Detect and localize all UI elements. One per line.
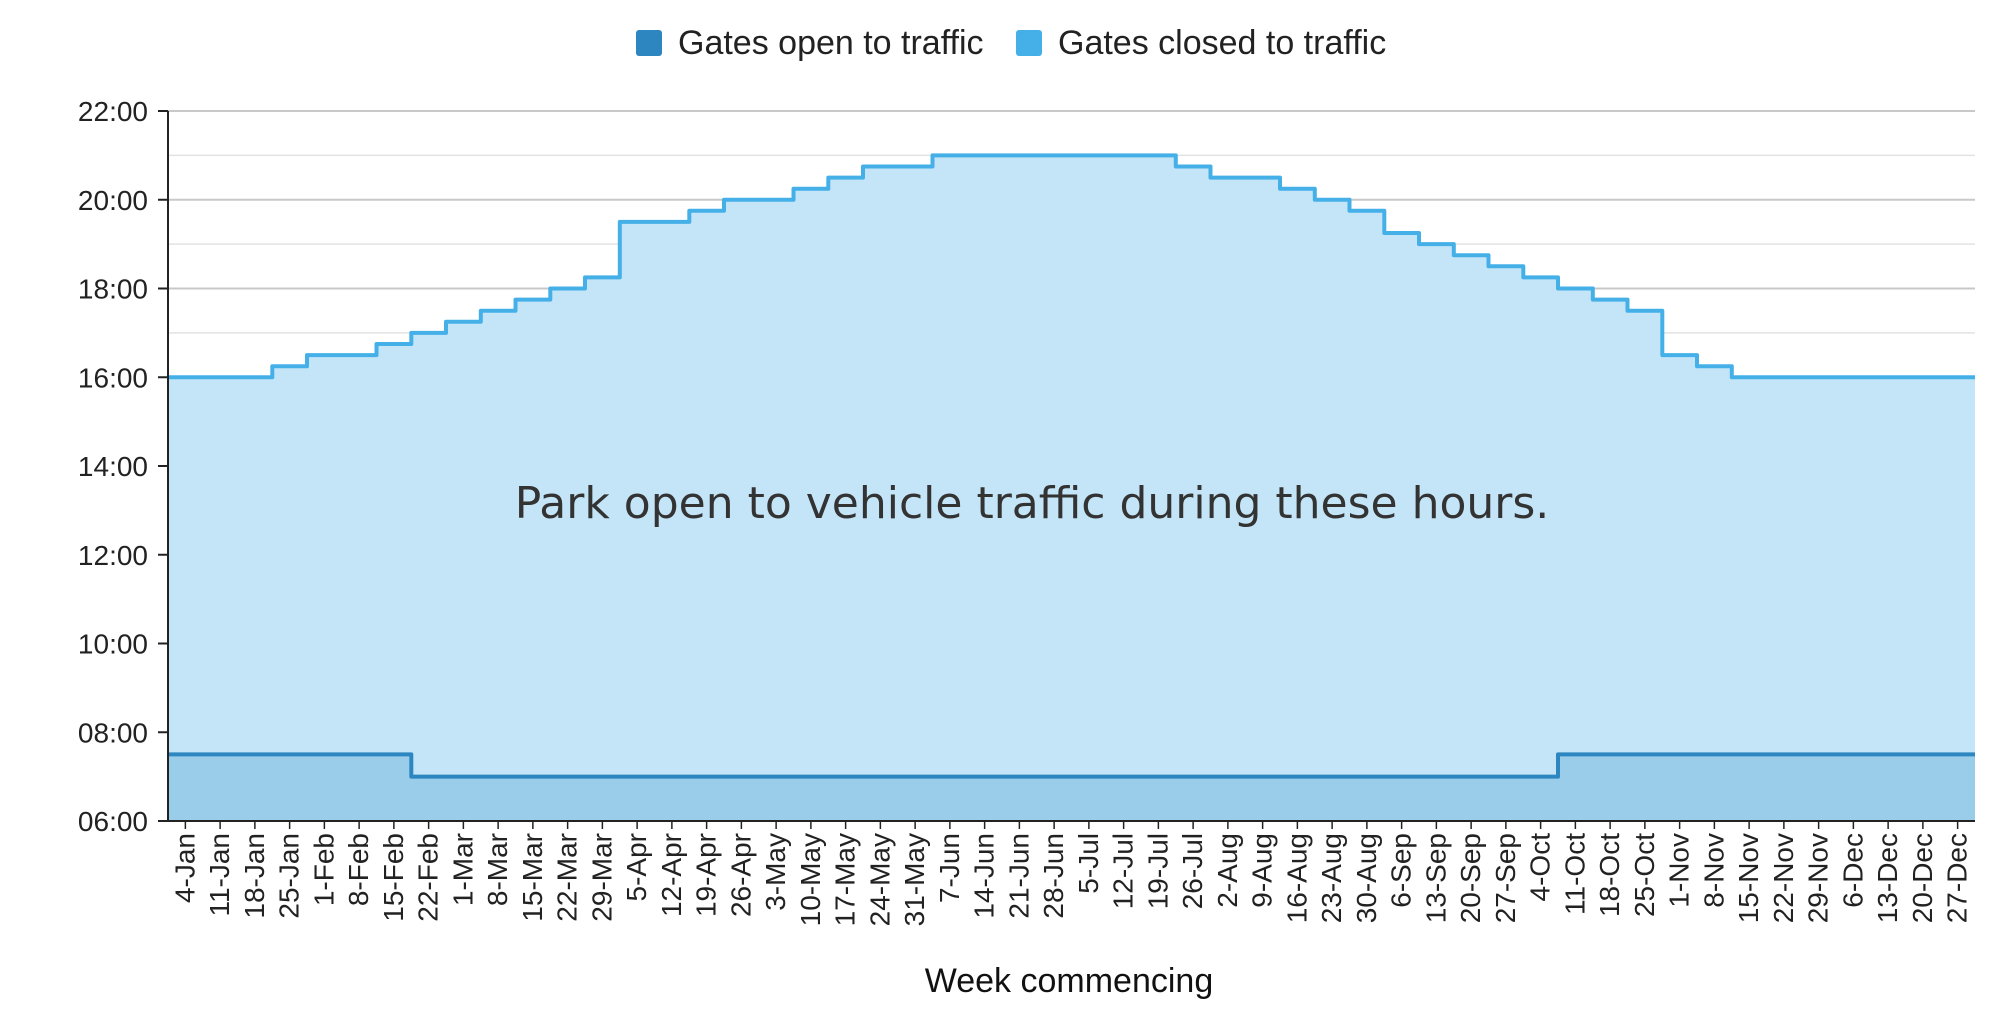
x-tick-label: 6-Dec [1837, 833, 1868, 908]
x-tick-label: 1-Feb [308, 833, 339, 906]
x-tick-label: 8-Mar [482, 833, 513, 906]
x-tick-label: 27-Dec [1942, 833, 1973, 923]
x-tick-label: 29-Mar [586, 833, 617, 922]
x-tick-label: 12-Jul [1108, 833, 1139, 909]
x-tick-label: 17-May [830, 833, 861, 926]
x-tick-label: 22-Feb [413, 833, 444, 922]
chart-lines [168, 153, 1975, 779]
x-tick-label: 5-Jul [1073, 833, 1104, 894]
x-tick-label: 24-May [864, 833, 895, 926]
legend-label-gates-open: Gates open to traffic [678, 24, 984, 62]
x-tick-label: 6-Sep [1386, 833, 1417, 908]
x-tick-label: 13-Sep [1420, 833, 1451, 923]
x-tick-label: 8-Feb [343, 833, 374, 906]
x-tick-label: 21-Jun [1003, 833, 1034, 919]
x-tick-label: 11-Jan [204, 833, 235, 917]
x-tick-label: 2-Aug [1212, 833, 1243, 908]
y-tick-label: 18:00 [78, 274, 148, 305]
x-tick-label: 3-May [760, 833, 791, 911]
x-tick-label: 4-Oct [1525, 833, 1556, 902]
x-tick-label: 11-Oct [1559, 833, 1590, 915]
x-tick-label: 7-Jun [934, 833, 965, 903]
y-tick-label: 10:00 [78, 629, 148, 660]
y-tick-label: 08:00 [78, 717, 148, 748]
x-tick-label: 15-Feb [378, 833, 409, 922]
x-axis-title: Week commencing [925, 962, 1214, 1000]
x-tick-label: 13-Dec [1872, 833, 1903, 923]
chart-areas [168, 155, 1975, 821]
x-tick-label: 31-May [899, 833, 930, 926]
x-tick-label: 20-Sep [1455, 833, 1486, 923]
x-tick-label: 23-Aug [1316, 833, 1347, 923]
x-axis-ticks: 4-Jan 11-Jan 18-Jan 25-Jan 1-Feb 8-Feb 15-Feb 2… [169, 821, 1973, 926]
y-tick-label: 20:00 [78, 185, 148, 216]
x-tick-label: 18-Oct [1594, 833, 1625, 917]
x-tick-label: 10-May [795, 833, 826, 926]
x-tick-label: 1-Mar [447, 833, 478, 906]
y-tick-label: 22:00 [78, 96, 148, 127]
x-tick-label: 19-Jul [1142, 833, 1173, 909]
x-tick-label: 5-Apr [621, 833, 652, 901]
x-tick-label: 25-Jan [274, 833, 305, 919]
x-tick-label: 1-Nov [1664, 833, 1695, 908]
legend-swatch-gates-closed [1016, 30, 1042, 56]
x-tick-label: 19-Apr [691, 833, 722, 917]
chart-annotation: Park open to vehicle traffic during thes… [515, 478, 1550, 529]
y-axis-ticks: 06:00 08:00 10:00 12:00 14:00 16:00 18:00 20:00… [78, 96, 168, 837]
x-tick-label: 20-Dec [1907, 833, 1938, 923]
x-tick-label: 4-Jan [169, 833, 200, 903]
x-tick-label: 30-Aug [1351, 833, 1382, 923]
y-tick-label: 16:00 [78, 362, 148, 393]
y-tick-label: 06:00 [78, 806, 148, 837]
x-tick-label: 26-Apr [725, 833, 756, 917]
x-tick-label: 18-Jan [239, 833, 270, 919]
x-tick-label: 28-Jun [1038, 833, 1069, 919]
legend-swatch-gates-open [636, 30, 662, 56]
x-tick-label: 22-Nov [1768, 833, 1799, 923]
x-tick-label: 9-Aug [1247, 833, 1278, 908]
legend: Gates open to traffic Gates closed to tr… [636, 24, 1386, 62]
x-tick-label: 22-Mar [552, 833, 583, 922]
x-tick-label: 15-Nov [1733, 833, 1764, 923]
series-area-gates-open [168, 754, 1975, 821]
series-area-gates-closed [168, 155, 1975, 821]
x-tick-label: 12-Apr [656, 833, 687, 917]
x-tick-label: 25-Oct [1629, 833, 1660, 917]
y-tick-label: 14:00 [78, 451, 148, 482]
x-tick-label: 16-Aug [1281, 833, 1312, 923]
x-tick-label: 26-Jul [1177, 833, 1208, 909]
x-tick-label: 29-Nov [1803, 833, 1834, 923]
y-tick-label: 12:00 [78, 540, 148, 571]
x-tick-label: 14-Jun [969, 833, 1000, 919]
legend-label-gates-closed: Gates closed to traffic [1058, 24, 1386, 62]
series-line-gates-closed [168, 153, 1975, 380]
x-tick-label: 15-Mar [517, 833, 548, 922]
x-tick-label: 27-Sep [1490, 833, 1521, 923]
series-line-gates-open [168, 752, 1975, 779]
x-tick-label: 8-Nov [1698, 833, 1729, 908]
